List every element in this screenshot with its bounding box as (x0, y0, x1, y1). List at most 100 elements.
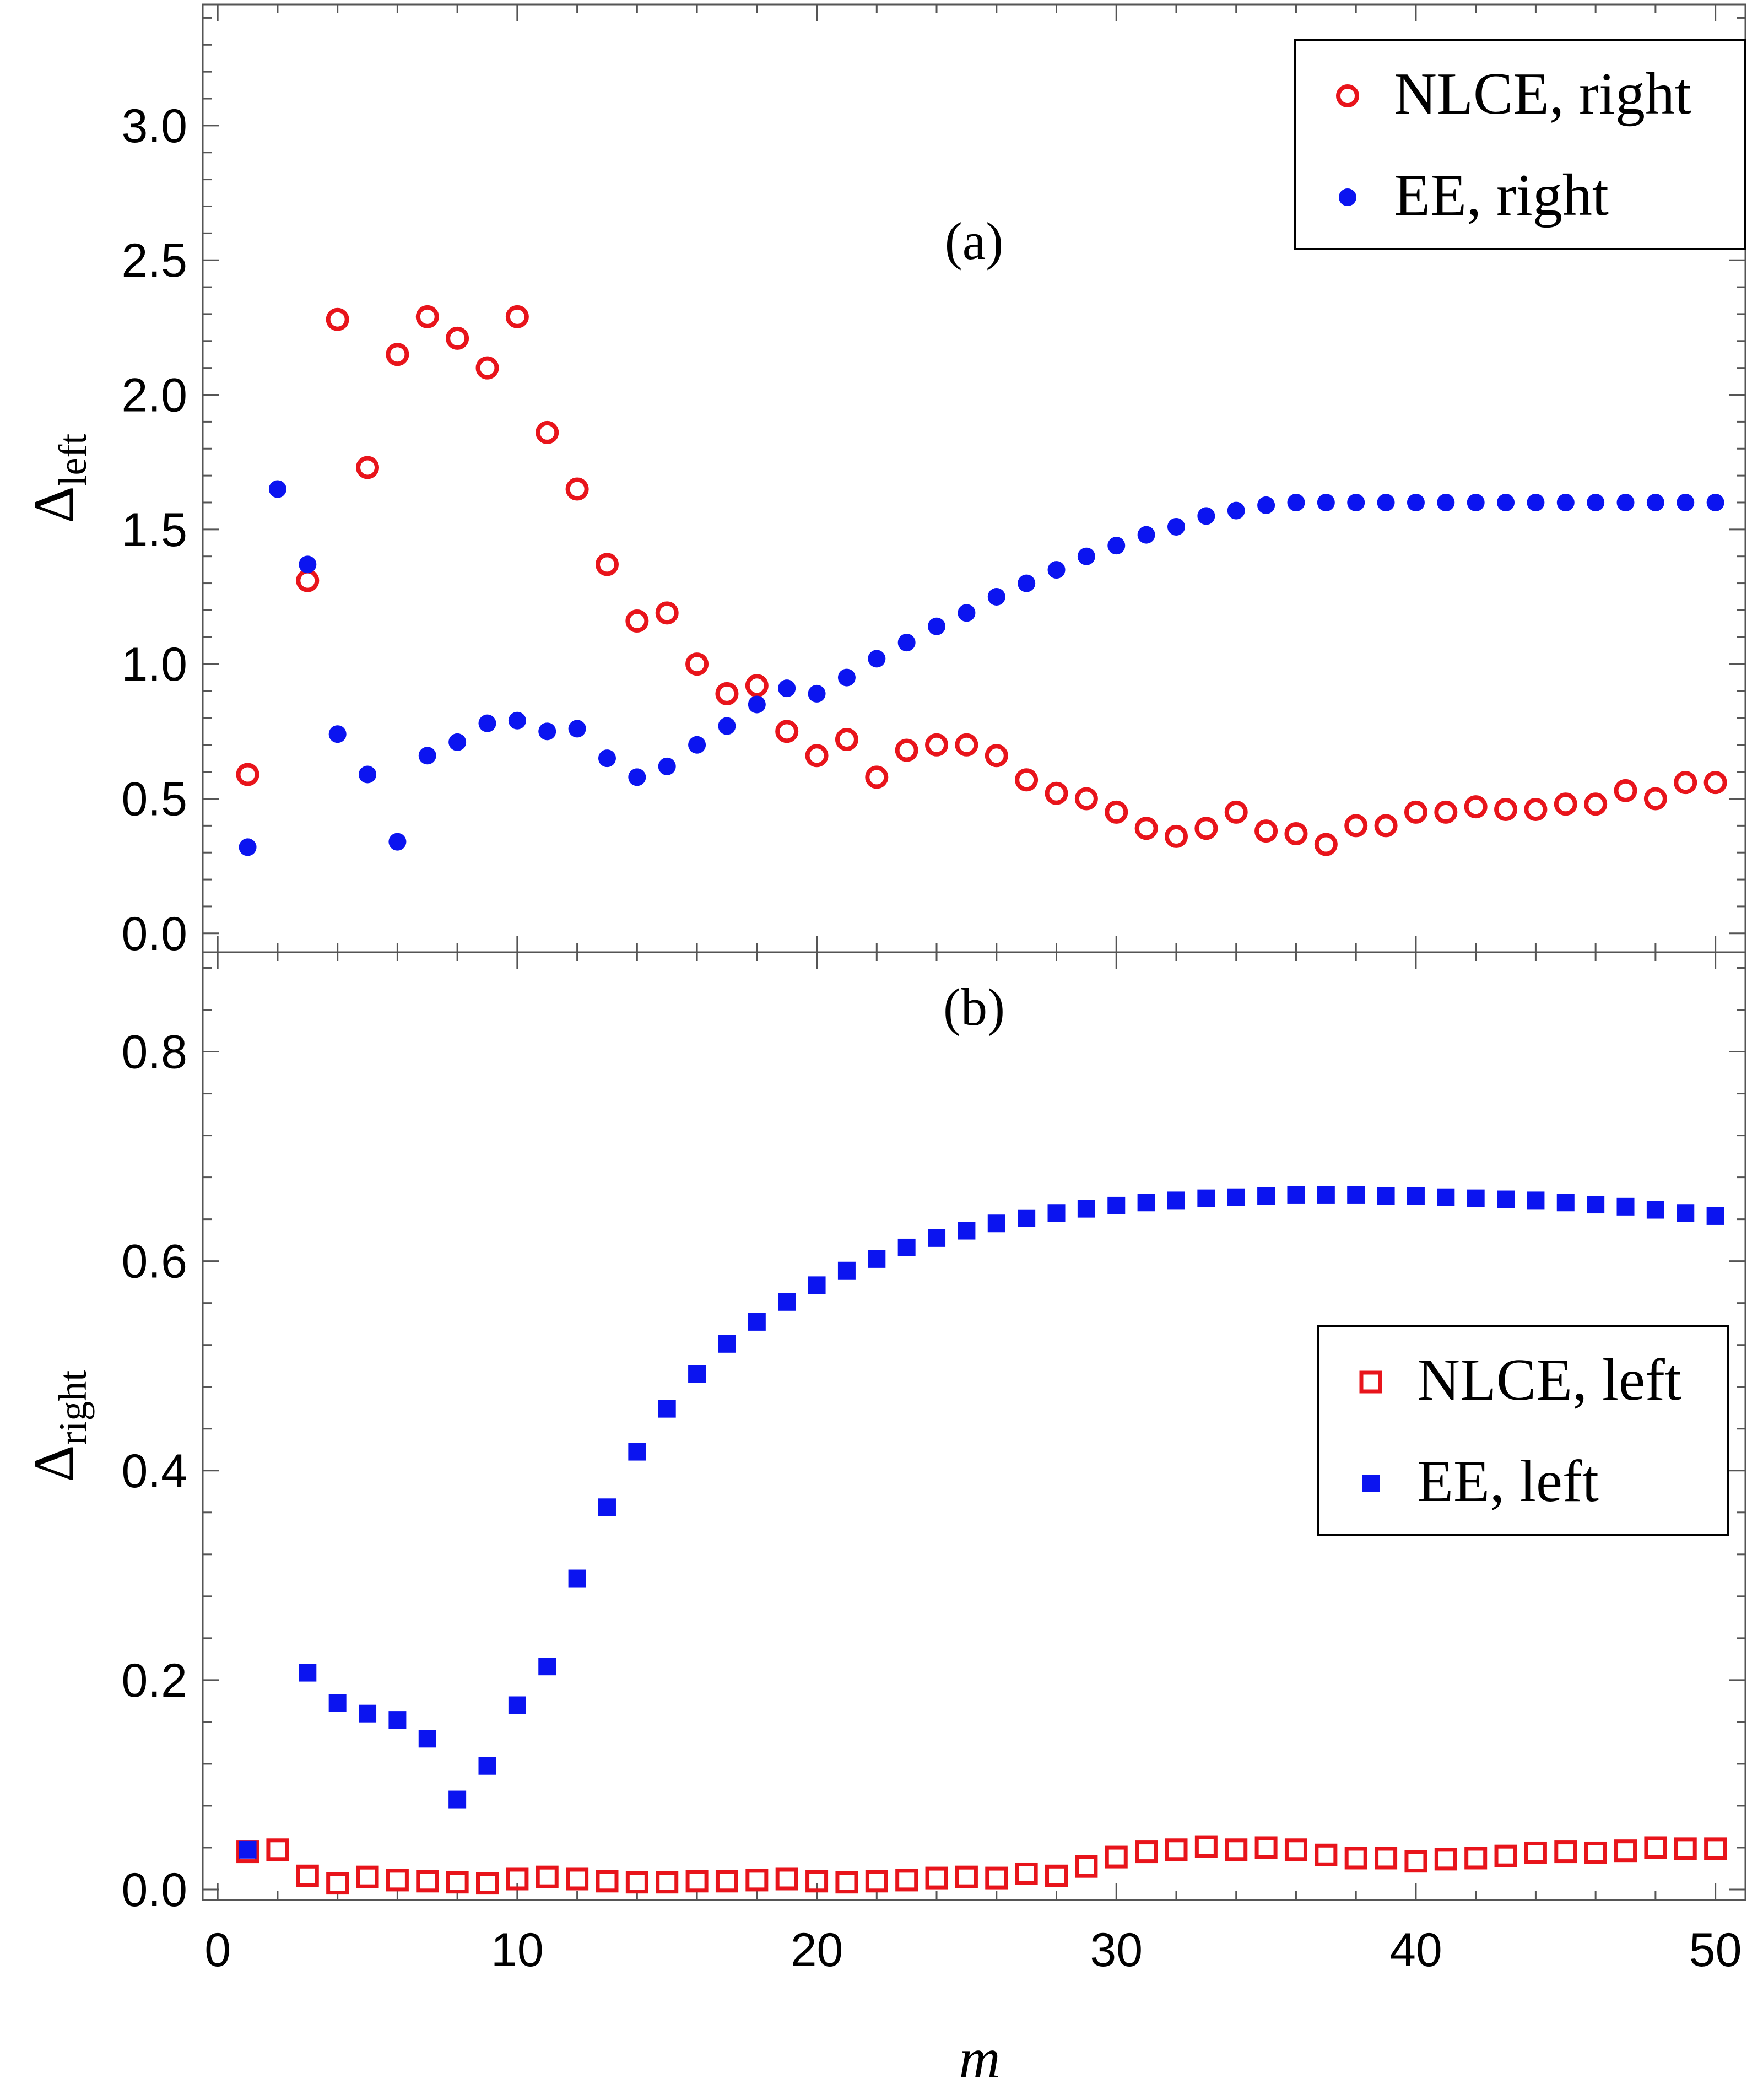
data-point (1407, 493, 1425, 511)
data-point (1135, 1840, 1158, 1864)
data-point (1703, 771, 1727, 795)
data-point (1137, 1194, 1155, 1212)
legend-marker (1339, 188, 1356, 206)
y-tick-label: 2.0 (121, 369, 187, 422)
data-point (508, 711, 526, 730)
legend-label: EE, right (1394, 163, 1609, 228)
data-point (778, 679, 796, 698)
x-tick-label: 30 (1090, 1924, 1143, 1977)
data-point (356, 1865, 379, 1888)
data-point (1105, 800, 1128, 824)
x-axis-label: m (959, 2027, 1000, 2090)
data-point (835, 727, 858, 751)
panel-a: 0.0 0.5 1.0 1.5 2.0 2.5 3.0 Δleft (a) NLCE, right… (22, 3, 1746, 960)
data-point (1107, 537, 1126, 555)
series-ee-left (239, 1186, 1724, 1859)
data-point (868, 1250, 886, 1268)
x-tick-label: 20 (791, 1924, 843, 1977)
data-point (1616, 1197, 1635, 1216)
data-point (985, 744, 1008, 768)
data-point (895, 1869, 918, 1892)
data-point (1587, 1196, 1605, 1214)
data-point (1524, 798, 1548, 822)
legend-label: NLCE, left (1417, 1347, 1681, 1413)
data-point (386, 343, 409, 366)
data-point (1227, 1188, 1245, 1206)
data-point (745, 674, 769, 698)
y-tick-label: 0.4 (121, 1445, 187, 1498)
data-point (1075, 1855, 1098, 1878)
data-point (1587, 493, 1605, 511)
data-point (748, 695, 766, 714)
legend-label: NLCE, right (1394, 61, 1691, 127)
data-point (1374, 814, 1398, 838)
data-point (688, 1365, 706, 1383)
data-point (628, 768, 646, 786)
y-tick-label: 0.0 (121, 1864, 187, 1917)
data-point (1315, 1843, 1338, 1866)
data-point (658, 1400, 676, 1418)
data-point (1317, 1186, 1335, 1204)
data-point (1047, 561, 1066, 579)
data-point (1497, 1190, 1515, 1208)
data-point (1375, 1847, 1398, 1870)
data-point (1377, 493, 1395, 511)
data-point (1077, 547, 1095, 565)
data-point (299, 555, 317, 574)
data-point (538, 1658, 556, 1676)
series-ee-right (239, 480, 1724, 856)
data-point (326, 1872, 349, 1895)
data-point (1404, 1850, 1427, 1873)
data-point (808, 684, 826, 703)
data-point (536, 1865, 559, 1888)
data-point (1377, 1187, 1395, 1205)
data-point (1047, 1204, 1066, 1222)
data-point (359, 765, 377, 784)
data-point (805, 1870, 829, 1893)
data-point (386, 1869, 409, 1892)
data-point (1437, 1188, 1455, 1206)
data-point (448, 1790, 467, 1809)
data-point (1167, 1191, 1185, 1210)
data-point (1404, 800, 1427, 824)
data-point (958, 604, 976, 622)
data-point (1464, 795, 1488, 819)
data-point (895, 738, 918, 762)
data-point (1344, 814, 1368, 838)
data-point (1018, 574, 1036, 592)
data-point (1434, 1848, 1457, 1871)
data-point (1467, 493, 1485, 511)
panel-label: (b) (943, 978, 1005, 1036)
data-point (1164, 824, 1188, 848)
data-point (1257, 1187, 1275, 1205)
data-point (1254, 1836, 1278, 1859)
data-point (928, 1229, 946, 1247)
data-point (808, 1276, 826, 1294)
data-point (596, 1870, 619, 1893)
data-point (1347, 493, 1365, 511)
data-point (1227, 501, 1245, 520)
data-point (326, 307, 349, 331)
data-point (418, 747, 436, 765)
legend-marker (1336, 84, 1359, 107)
data-point (1257, 496, 1275, 514)
data-point (925, 1866, 948, 1890)
data-point (1643, 787, 1667, 811)
data-point (598, 749, 616, 768)
data-point (1284, 1838, 1307, 1861)
data-point (985, 1866, 1008, 1890)
data-point (775, 720, 799, 743)
data-point (266, 1838, 289, 1861)
legend-label: EE, left (1417, 1449, 1599, 1514)
data-point (1347, 1186, 1365, 1204)
data-point (296, 1864, 319, 1887)
y-tick-label: 0.6 (121, 1235, 187, 1288)
data-point (1015, 768, 1039, 792)
legend: NLCE, left EE, left (1317, 1325, 1729, 1536)
y-axis-label-sub: right (51, 1370, 95, 1445)
data-point (928, 617, 946, 635)
data-point (987, 1214, 1005, 1233)
data-point (565, 477, 589, 501)
data-point (655, 601, 679, 625)
data-point (1616, 493, 1635, 511)
